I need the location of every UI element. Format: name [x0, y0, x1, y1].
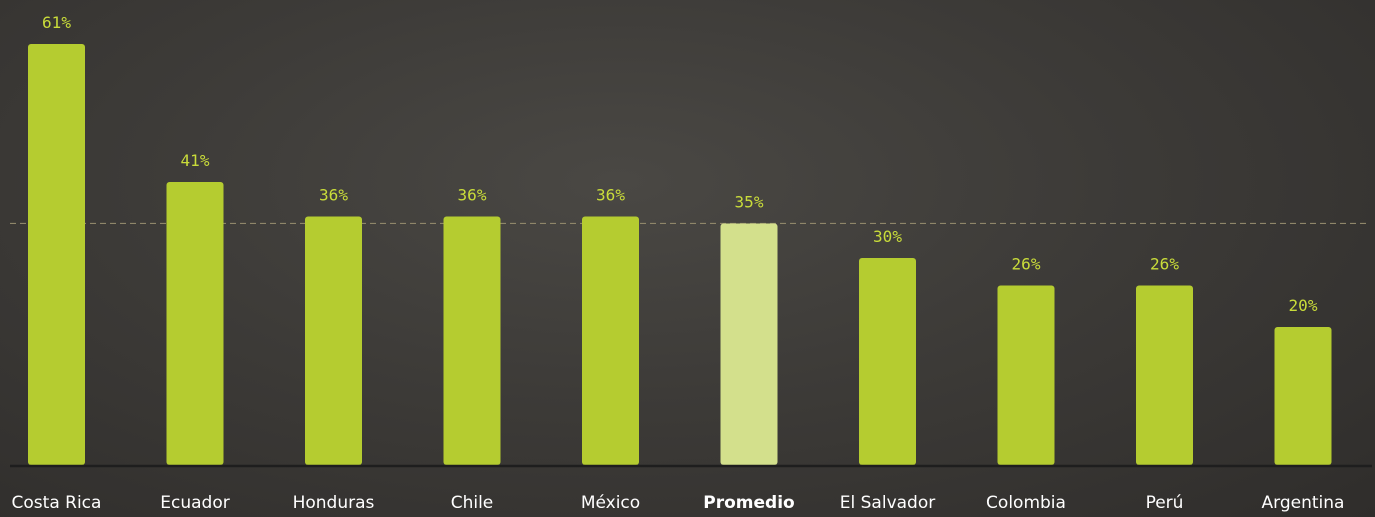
- bar-chile: [443, 216, 501, 465]
- bar-colombia: [997, 285, 1055, 465]
- value-label-chile: 36%: [458, 186, 487, 205]
- category-label-ecuador: Ecuador: [160, 493, 229, 513]
- bar-mexico: [582, 216, 639, 465]
- value-label-peru: 26%: [1150, 255, 1179, 274]
- bar-honduras: [305, 216, 362, 465]
- category-label-costa-rica: Costa Rica: [12, 493, 102, 513]
- value-label-argentina: 20%: [1289, 296, 1318, 315]
- value-label-mexico: 36%: [596, 186, 625, 205]
- bar-argentina: [1274, 326, 1332, 465]
- category-label-el-salvador: El Salvador: [840, 493, 935, 513]
- value-label-promedio: 35%: [735, 192, 764, 211]
- category-label-colombia: Colombia: [986, 493, 1066, 513]
- bar-ecuador: [166, 182, 224, 466]
- bar-el-salvador: [859, 257, 916, 465]
- category-label-mexico: México: [581, 493, 640, 513]
- value-label-costa-rica: 61%: [42, 13, 71, 32]
- category-label-honduras: Honduras: [293, 493, 375, 513]
- category-label-promedio: Promedio: [703, 493, 794, 513]
- category-label-chile: Chile: [451, 493, 494, 513]
- bar-peru: [1136, 285, 1193, 465]
- bar-costa-rica: [28, 44, 85, 465]
- category-label-argentina: Argentina: [1262, 493, 1345, 513]
- value-label-colombia: 26%: [1012, 255, 1041, 274]
- value-label-honduras: 36%: [319, 186, 348, 205]
- bar-promedio: [720, 223, 778, 465]
- value-label-ecuador: 41%: [181, 151, 210, 170]
- value-label-el-salvador: 30%: [873, 227, 902, 246]
- category-label-peru: Perú: [1146, 493, 1184, 513]
